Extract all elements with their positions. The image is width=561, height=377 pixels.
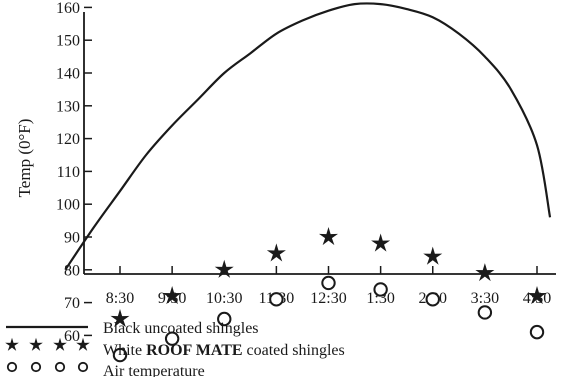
star-point (371, 233, 391, 252)
legend-star-icon (5, 337, 19, 351)
circle-point (425, 292, 440, 307)
y-tick-label: 60 (64, 328, 80, 345)
y-tick-label: 110 (57, 164, 80, 181)
star-point (162, 286, 182, 305)
y-tick-label: 120 (56, 131, 80, 148)
legend-circle-icon (30, 361, 42, 373)
legend-label-white-prefix: White (103, 342, 142, 359)
star-point (110, 309, 130, 328)
y-tick-label: 70 (64, 295, 80, 312)
legend-label-white-shingles: White ROOF MATE coated shingles (103, 342, 345, 359)
y-tick-label: 100 (56, 197, 80, 214)
star-point (423, 246, 443, 265)
y-axis-title: Temp (0°F) (15, 119, 34, 198)
legend-circle-icon (77, 361, 89, 373)
legend-swatch-air-temperature (6, 361, 89, 373)
x-tick-label: 1:30 (366, 290, 394, 307)
x-tick-label: 3:30 (471, 290, 499, 307)
star-point (266, 243, 286, 262)
legend-swatch-white-shingles (5, 337, 90, 351)
legend-label-white-suffix: coated shingles (247, 342, 345, 359)
y-tick-label: 80 (64, 262, 80, 279)
star-point (318, 227, 339, 246)
x-tick-label: 8:30 (106, 290, 134, 307)
circle-point (529, 324, 545, 340)
star-point (475, 263, 495, 282)
legend-label-air-temperature: Air temperature (103, 363, 205, 377)
legend-star-icon (76, 337, 90, 351)
legend: Black uncoated shingles White ROOF MATE … (5, 320, 345, 377)
legend-circle-icon (6, 361, 18, 373)
y-tick-label: 90 (64, 230, 80, 247)
x-tick-label: 12:30 (310, 290, 346, 307)
y-tick-label: 150 (56, 33, 80, 50)
legend-star-icon (29, 337, 43, 351)
y-tick-label: 140 (56, 66, 80, 83)
legend-circle-icon (54, 361, 66, 373)
legend-star-icon (53, 337, 67, 351)
x-tick-label: 10:30 (206, 290, 242, 307)
circle-point (373, 282, 388, 297)
plot-area (64, 2, 552, 363)
series-line-black-shingles (64, 2, 552, 271)
circle-point (112, 347, 128, 363)
y-tick-label: 160 (56, 0, 80, 17)
circle-point (269, 292, 284, 307)
legend-label-black-shingles: Black uncoated shingles (103, 320, 259, 337)
legend-label-brand: ROOF MATE (146, 342, 242, 359)
circle-point (321, 275, 336, 291)
y-tick-label: 130 (56, 98, 80, 115)
star-point (214, 259, 234, 278)
circle-point (217, 311, 232, 327)
y-axis: 60 70 80 90 100 110 120 130 140 150 160 (56, 0, 92, 345)
circle-point (164, 331, 180, 346)
star-point (527, 286, 547, 305)
circle-point (477, 305, 493, 320)
